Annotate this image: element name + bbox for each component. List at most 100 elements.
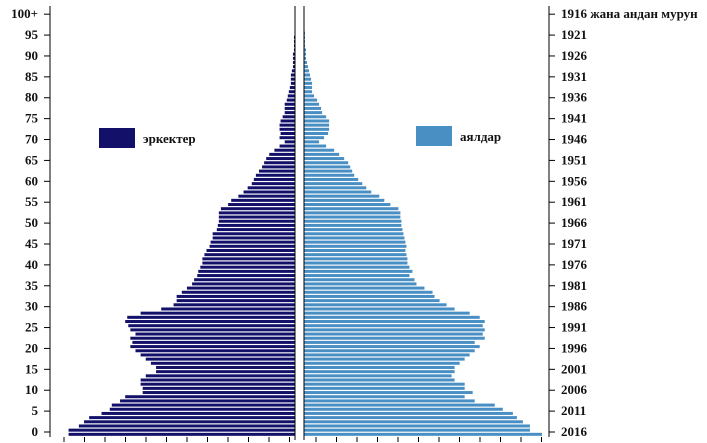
age-tick-label: 25 (25, 320, 39, 335)
female-bar (304, 386, 465, 390)
age-tick-label: 100+ (11, 6, 38, 21)
female-bar (304, 94, 315, 98)
male-bar (130, 345, 295, 349)
legend-female-swatch (416, 126, 452, 146)
female-bar (304, 144, 327, 148)
female-bar (304, 432, 542, 436)
male-bar (279, 123, 295, 127)
male-bar (293, 35, 295, 39)
male-bar (258, 169, 295, 173)
female-bar (304, 240, 406, 244)
year-tick-label: 1971 (561, 236, 587, 251)
female-bar (304, 65, 309, 69)
year-tick-label: 1976 (561, 257, 588, 272)
female-bar (304, 428, 530, 432)
female-bar (304, 274, 410, 278)
female-bar (304, 56, 307, 60)
male-bar (247, 186, 295, 190)
male-bar (290, 77, 295, 81)
year-tick-label: 1961 (561, 194, 587, 209)
male-bar (204, 253, 295, 257)
legend-male: эркектер (99, 128, 196, 148)
male-bar (142, 386, 295, 390)
female-bar (304, 131, 329, 135)
female-bar (304, 336, 485, 340)
female-bar (304, 324, 483, 328)
year-tick-label: 1916 жана андан мурун (561, 6, 698, 21)
female-bar (304, 290, 433, 294)
male-bar (197, 274, 295, 278)
male-bar (289, 86, 295, 90)
female-bar (304, 244, 407, 248)
year-tick-label: 1946 (561, 132, 588, 147)
male-bar (202, 261, 295, 265)
male-bar (135, 332, 295, 336)
age-tick-label: 15 (25, 361, 39, 376)
male-bar (286, 98, 295, 102)
female-bar (304, 198, 385, 202)
male-bar (120, 399, 296, 403)
female-bar (304, 357, 465, 361)
female-bar (304, 119, 330, 123)
male-bar (288, 90, 295, 94)
male-bar (251, 182, 295, 186)
male-bar (140, 382, 295, 386)
female-bar (304, 257, 408, 261)
male-bar (142, 391, 295, 395)
female-bar (304, 140, 320, 144)
female-bar (304, 173, 355, 177)
female-bar (304, 81, 313, 85)
age-tick-label: 60 (25, 173, 38, 188)
year-tick-label: 1956 (561, 173, 588, 188)
female-bar (304, 340, 475, 344)
male-bar (111, 403, 295, 407)
male-bar (262, 165, 295, 169)
year-tick-label: 1921 (561, 27, 587, 42)
female-bar (304, 223, 402, 227)
age-tick-label: 80 (25, 90, 38, 105)
female-bar (304, 382, 465, 386)
female-bar (304, 77, 312, 81)
female-bar (304, 253, 407, 257)
male-bar (212, 232, 295, 236)
male-bar (132, 340, 295, 344)
male-bar (200, 265, 295, 269)
male-bar (293, 44, 295, 48)
female-bar (304, 35, 306, 39)
female-bar (304, 90, 313, 94)
female-bar (304, 60, 308, 64)
female-bar (304, 374, 452, 378)
female-bar (304, 136, 325, 140)
female-bar (304, 416, 517, 420)
male-bar (150, 361, 295, 365)
x-axis-ticks (63, 437, 542, 442)
male-bar (140, 311, 295, 315)
male-bar (206, 248, 295, 252)
age-tick-label: 95 (25, 27, 39, 42)
year-tick-label: 1951 (561, 152, 587, 167)
female-bar (304, 294, 435, 298)
male-bar (253, 177, 295, 181)
male-bar (192, 282, 295, 286)
male-bar (282, 115, 295, 119)
male-bar (176, 294, 295, 298)
female-bar (304, 261, 408, 265)
year-tick-label: 1941 (561, 111, 587, 126)
male-bar (156, 365, 295, 369)
female-bar (304, 211, 401, 215)
male-bar (220, 207, 295, 211)
age-tick-label: 75 (25, 111, 39, 126)
age-tick-label: 45 (25, 236, 39, 251)
male-bar (140, 353, 295, 357)
female-bar (304, 111, 323, 115)
female-bar (304, 407, 503, 411)
male-bar (279, 144, 295, 148)
female-bar (304, 232, 404, 236)
male-bar (284, 102, 295, 106)
female-bar (304, 148, 335, 152)
male-bar (269, 152, 295, 156)
legend-female: аялдар (416, 126, 501, 146)
female-bar (304, 411, 513, 415)
male-bar (292, 60, 295, 64)
year-tick-label: 1966 (561, 215, 588, 230)
